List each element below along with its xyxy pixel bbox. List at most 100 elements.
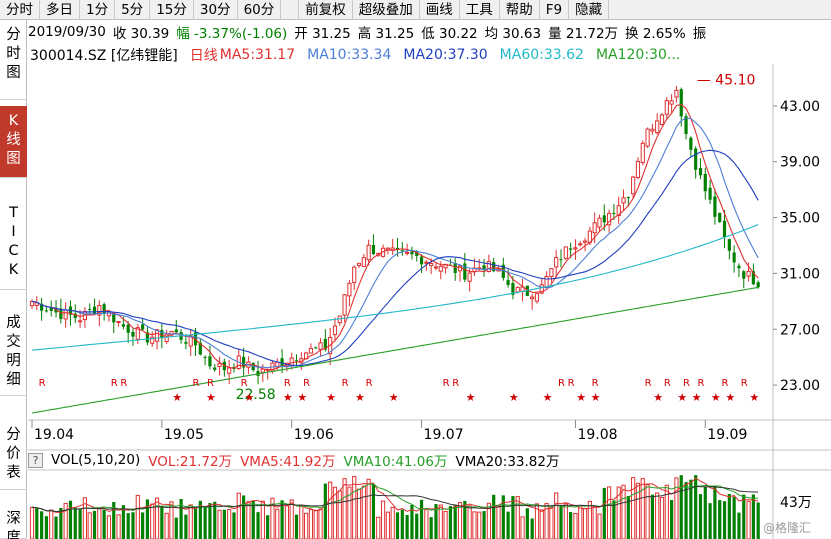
candle-body (174, 329, 178, 333)
candle-body (650, 128, 655, 132)
toolbar-button-13[interactable]: 隐藏 (569, 0, 610, 20)
volume-bar (313, 509, 318, 539)
toolbar-button-4[interactable]: 15分 (150, 0, 194, 20)
toolbar-button-0[interactable]: 分时 (0, 0, 40, 20)
sidebar-item-0[interactable]: 分时图 (0, 20, 27, 100)
r-marker: R (558, 378, 565, 389)
info-volume: 量 21.72万 (548, 26, 619, 42)
volume-bar (525, 508, 529, 539)
candle-body (756, 282, 760, 288)
volume-bar (530, 518, 534, 539)
volume-bar (587, 500, 592, 539)
toolbar-button-9[interactable]: 画线 (420, 0, 460, 20)
star-marker: ★ (389, 391, 399, 404)
volume-bar (405, 514, 409, 539)
volume-bar (198, 500, 202, 539)
legend-ma20: MA20:37.30 (403, 47, 488, 63)
volume-bar (746, 500, 751, 539)
candle-body (684, 116, 688, 135)
candle-body (419, 256, 424, 265)
candle-body (698, 167, 703, 176)
volume-bar (602, 487, 606, 539)
candle-body (44, 310, 49, 312)
volume-bar (59, 507, 63, 539)
candle-body (112, 313, 116, 323)
candle-body (150, 336, 155, 344)
candle-body (308, 347, 314, 354)
legend-ma5: MA5:31.17 (219, 47, 296, 63)
r-marker: R (207, 378, 214, 389)
toolbar-button-2[interactable]: 1分 (80, 0, 116, 20)
volume-bar (496, 505, 501, 539)
volume-bar (453, 505, 457, 539)
volume-bar (534, 503, 540, 539)
volume-bar (438, 504, 443, 539)
candle-body (395, 247, 400, 250)
candle-body (732, 252, 736, 263)
volume-bar (256, 512, 260, 539)
x-tick-label: 19.09 (707, 427, 747, 443)
info-open: 开 31.25 (294, 26, 351, 42)
candle-body (689, 137, 693, 150)
volume-bar (260, 500, 265, 539)
info-turnover: 换 2.65% (625, 26, 686, 42)
legend-ma120: MA120:30... (595, 47, 681, 63)
sidebar-item-3[interactable]: 成交明细 (0, 308, 27, 396)
toolbar-button-11[interactable]: 帮助 (500, 0, 540, 20)
candle-body (626, 197, 630, 199)
star-marker: ★ (725, 391, 735, 404)
high-annotation: — 45.10 (697, 73, 756, 89)
candle-body (390, 247, 395, 251)
help-icon[interactable]: ? (28, 452, 43, 468)
volume-bar (698, 494, 703, 539)
candle-body (135, 327, 140, 340)
sidebar-item-5[interactable]: 深度 (0, 504, 27, 539)
toolbar-button-3[interactable]: 5分 (115, 0, 151, 20)
r-marker: R (303, 378, 310, 389)
volume-bar (154, 497, 160, 539)
star-marker: ★ (591, 391, 601, 404)
toolbar-button-12[interactable]: F9 (540, 0, 570, 20)
legend-ma60: MA60:33.62 (499, 47, 584, 63)
toolbar-button-5[interactable]: 30分 (194, 0, 238, 20)
star-marker: ★ (297, 391, 307, 404)
vol-title: VOL(5,10,20) (51, 452, 141, 468)
y-tick-label: 31.00 (780, 266, 820, 282)
r-marker: R (111, 378, 118, 389)
toolbar-button-7[interactable]: 前复权 (299, 0, 353, 20)
r-marker: R (683, 378, 690, 389)
candle-body (679, 89, 683, 117)
candle-body (722, 220, 727, 238)
toolbar-button-6[interactable]: 60分 (238, 0, 282, 20)
toolbar-button-8[interactable]: 超级叠加 (353, 0, 420, 20)
candle-body (116, 321, 121, 324)
candle-body (708, 187, 712, 200)
toolbar-button-10[interactable]: 工具 (460, 0, 500, 20)
candle-body (573, 247, 578, 250)
toolbar-button-1[interactable]: 多日 (40, 0, 80, 20)
candle-body (506, 280, 510, 285)
volume-bar (501, 495, 505, 539)
sidebar-item-4[interactable]: 分价表 (0, 420, 27, 490)
y-tick-label: 43.00 (780, 99, 820, 115)
y-tick-label: 39.00 (780, 155, 820, 171)
candle-body (616, 205, 621, 216)
y-tick-label: 35.00 (780, 211, 820, 227)
vma10-value: VMA10:41.06万 (343, 454, 448, 470)
volume-bar (179, 498, 183, 539)
volume-bar (299, 505, 304, 539)
candle-body (703, 173, 707, 192)
candle-body (222, 361, 226, 371)
candle-body (208, 356, 212, 367)
candle-body (198, 342, 202, 355)
candle-body (592, 222, 597, 234)
volume-bar (222, 509, 226, 539)
star-marker: ★ (749, 391, 759, 404)
volume-bar (328, 481, 333, 539)
volume-bar (419, 499, 424, 539)
legend-period[interactable]: 日线 (189, 48, 218, 64)
volume-bar (415, 513, 419, 539)
volume-bar (703, 486, 707, 539)
